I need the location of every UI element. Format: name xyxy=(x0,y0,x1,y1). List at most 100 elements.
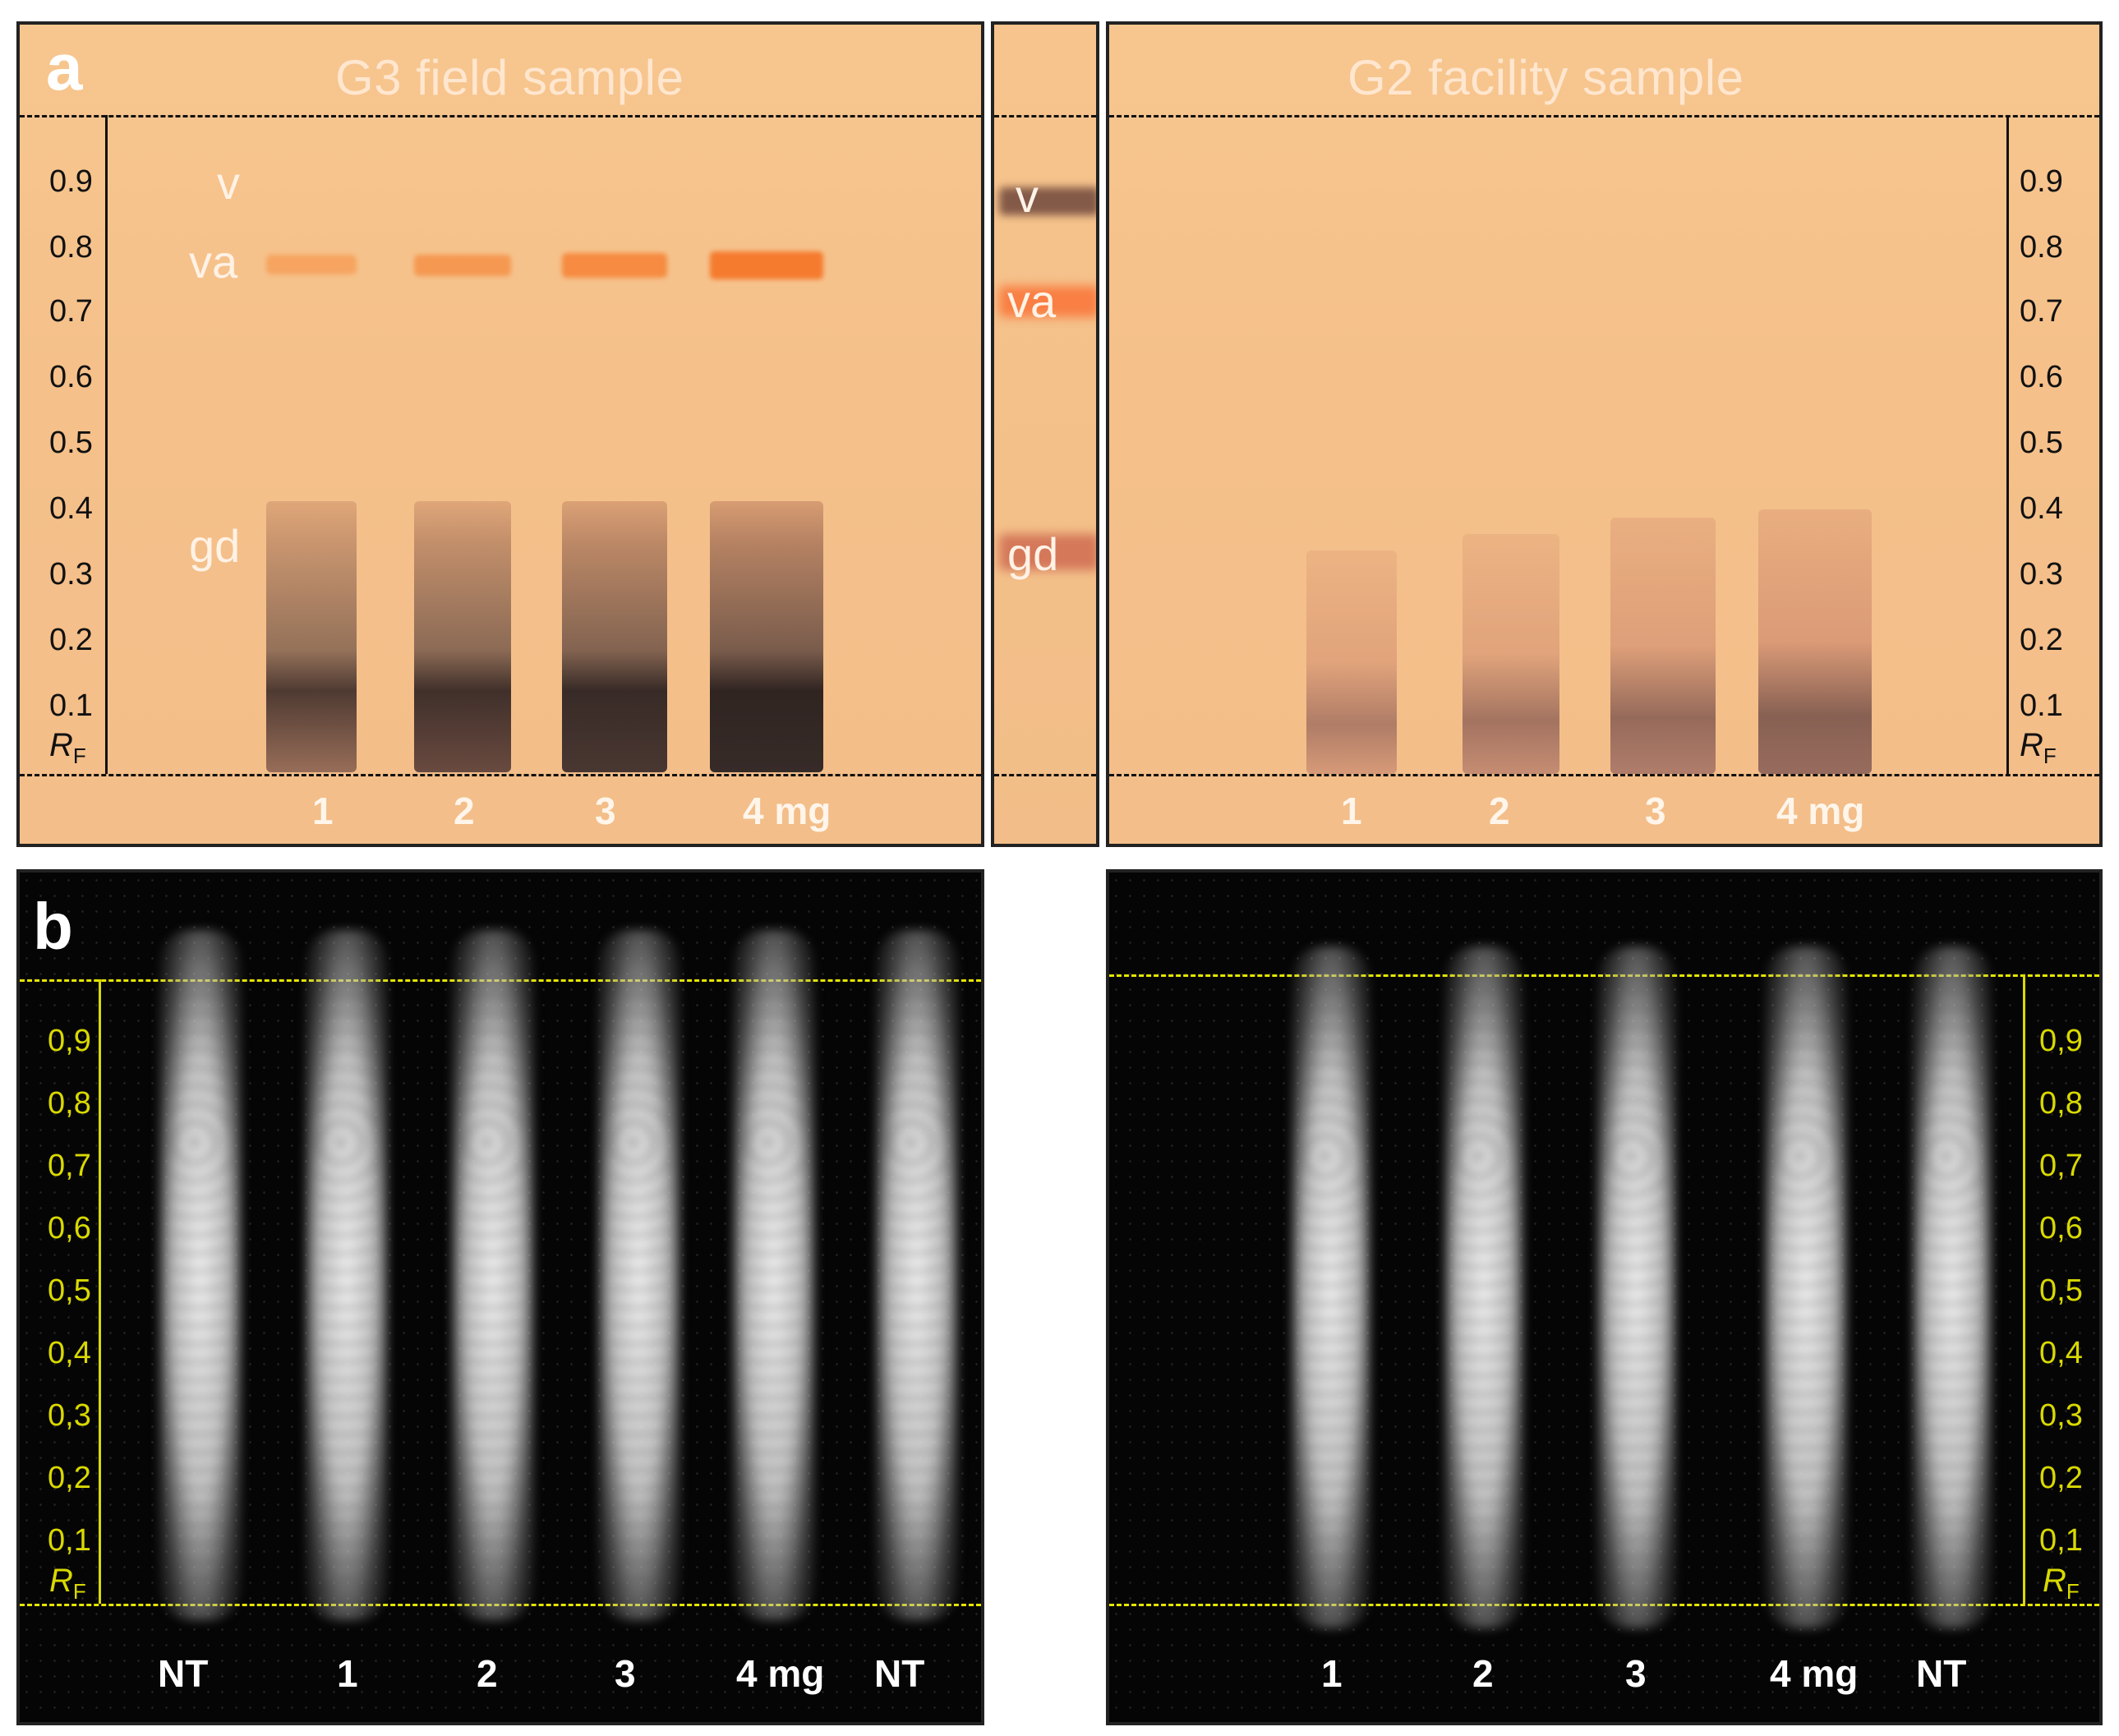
panel-b-left-image: b 0,9 0,8 0,7 0,6 0,5 0,4 0,3 0,2 0,1 RF… xyxy=(16,869,984,1725)
right-lane-label-4mg: 4 mg xyxy=(1776,790,1865,832)
b-right-lane-label-2: 2 xyxy=(1472,1652,1494,1695)
va-band-3 xyxy=(562,253,667,278)
b-right-tick-0-7: 0,7 xyxy=(2039,1149,2083,1183)
tick-0-5: 0.5 xyxy=(49,426,93,460)
b-right-lane-label-3: 3 xyxy=(1625,1652,1647,1695)
b-right-tick-0-8: 0,8 xyxy=(2039,1086,2083,1121)
right-rf-axis xyxy=(2006,115,2009,774)
front-line xyxy=(20,115,981,117)
b-lane-label-3: 3 xyxy=(615,1652,636,1695)
right-lane-label-1: 1 xyxy=(1341,790,1362,832)
b-tick-0-5: 0,5 xyxy=(48,1273,91,1308)
va-band-2 xyxy=(414,255,511,276)
ref-origin-line xyxy=(994,774,1096,776)
panel-a-left-plate: a G3 field sample 0.9 0.8 0.7 0.6 0.5 0.… xyxy=(16,21,984,847)
b-tick-0-9: 0,9 xyxy=(48,1024,91,1058)
right-lane-4-bands xyxy=(1758,509,1872,774)
b-lane-1 xyxy=(306,930,388,1620)
b-right-lane-2 xyxy=(1444,946,1523,1628)
b-lane-label-nt-left: NT xyxy=(158,1652,209,1695)
tick-0-3: 0.3 xyxy=(49,557,93,592)
b-right-lane-label-1: 1 xyxy=(1321,1652,1343,1695)
b-right-lane-3 xyxy=(1597,946,1676,1628)
b-right-lane-1 xyxy=(1292,946,1370,1628)
b-tick-0-2: 0,2 xyxy=(48,1461,91,1495)
b-right-lane-4 xyxy=(1765,946,1847,1628)
b-right-tick-0-6: 0,6 xyxy=(2039,1211,2083,1246)
ref-band-gd xyxy=(999,534,1096,570)
right-origin-line xyxy=(1109,774,2099,776)
right-rf-label: RF xyxy=(2020,727,2057,768)
tick-0-4: 0.4 xyxy=(49,491,93,526)
right-tick-0-5: 0.5 xyxy=(2020,426,2063,460)
ref-band-va xyxy=(999,286,1096,317)
va-band-1 xyxy=(266,255,357,274)
ref-label-v: v xyxy=(1016,170,1039,222)
b-lane-label-4mg: 4 mg xyxy=(736,1652,825,1695)
b-tick-0-1: 0,1 xyxy=(48,1523,91,1558)
b-lane-nt-right xyxy=(876,930,958,1620)
b-rf-label: RF xyxy=(49,1563,86,1604)
b-lane-label-nt-right: NT xyxy=(874,1652,925,1695)
b-lane-3 xyxy=(598,930,680,1620)
right-lane-2-bands xyxy=(1463,534,1559,774)
b-right-tick-0-1: 0,1 xyxy=(2039,1523,2083,1558)
b-right-lane-label-nt: NT xyxy=(1916,1652,1967,1695)
b-right-tick-0-2: 0,2 xyxy=(2039,1461,2083,1495)
tick-0-1: 0.1 xyxy=(49,688,93,723)
b-right-tick-0-3: 0,3 xyxy=(2039,1398,2083,1433)
b-right-lane-nt xyxy=(1913,946,1992,1628)
lane-1-bands xyxy=(266,501,357,772)
b-right-rf-label: RF xyxy=(2043,1563,2080,1604)
zone-label-v: v xyxy=(217,157,240,209)
b-rf-axis xyxy=(99,979,101,1604)
b-right-tick-0-5: 0,5 xyxy=(2039,1273,2083,1308)
b-tick-0-8: 0,8 xyxy=(48,1086,91,1121)
right-lane-3-bands xyxy=(1610,518,1716,774)
right-lane-label-3: 3 xyxy=(1645,790,1666,832)
b-lane-4 xyxy=(733,930,815,1620)
origin-line xyxy=(20,774,981,776)
lane-label-1: 1 xyxy=(312,790,334,832)
b-right-tick-0-9: 0,9 xyxy=(2039,1024,2083,1058)
b-lane-nt-left xyxy=(159,930,242,1620)
right-tick-0-8: 0.8 xyxy=(2020,230,2063,265)
lane-label-4mg: 4 mg xyxy=(743,790,831,832)
tick-0-8: 0.8 xyxy=(49,230,93,265)
ref-label-gd: gd xyxy=(1007,528,1059,580)
right-tick-0-6: 0.6 xyxy=(2020,360,2063,394)
tick-0-9: 0.9 xyxy=(49,164,93,199)
tick-0-2: 0.2 xyxy=(49,623,93,657)
b-lane-label-1: 1 xyxy=(337,1652,358,1695)
b-tick-0-7: 0,7 xyxy=(48,1149,91,1183)
left-plate-title: G3 field sample xyxy=(335,50,684,105)
b-right-rf-axis xyxy=(2023,974,2025,1604)
right-lane-1-bands xyxy=(1306,550,1397,774)
b-lane-label-2: 2 xyxy=(477,1652,498,1695)
lane-4-bands xyxy=(710,501,823,772)
right-tick-0-3: 0.3 xyxy=(2020,557,2063,592)
b-right-tick-0-4: 0,4 xyxy=(2039,1336,2083,1370)
b-lane-2 xyxy=(452,930,534,1620)
rf-label: RF xyxy=(49,727,86,768)
ref-front-line xyxy=(994,115,1096,117)
lane-label-2: 2 xyxy=(454,790,475,832)
right-tick-0-2: 0.2 xyxy=(2020,623,2063,657)
rf-axis xyxy=(105,115,108,774)
panel-b-right-image: 0,9 0,8 0,7 0,6 0,5 0,4 0,3 0,2 0,1 RF 1… xyxy=(1106,869,2103,1725)
right-tick-0-7: 0.7 xyxy=(2020,294,2063,329)
lane-3-bands xyxy=(562,501,667,772)
b-tick-0-3: 0,3 xyxy=(48,1398,91,1433)
right-tick-0-9: 0.9 xyxy=(2020,164,2063,199)
panel-b-label: b xyxy=(33,890,73,963)
panel-a-right-plate: G2 facility sample 0.9 0.8 0.7 0.6 0.5 0… xyxy=(1106,21,2103,847)
lane-2-bands xyxy=(414,501,511,772)
tick-0-7: 0.7 xyxy=(49,294,93,329)
b-tick-0-4: 0,4 xyxy=(48,1336,91,1370)
b-right-lane-label-4mg: 4 mg xyxy=(1770,1652,1859,1695)
right-tick-0-4: 0.4 xyxy=(2020,491,2063,526)
tick-0-6: 0.6 xyxy=(49,360,93,394)
ref-label-va: va xyxy=(1007,275,1057,327)
right-plate-title: G2 facility sample xyxy=(1347,50,1744,105)
b-tick-0-6: 0,6 xyxy=(48,1211,91,1246)
